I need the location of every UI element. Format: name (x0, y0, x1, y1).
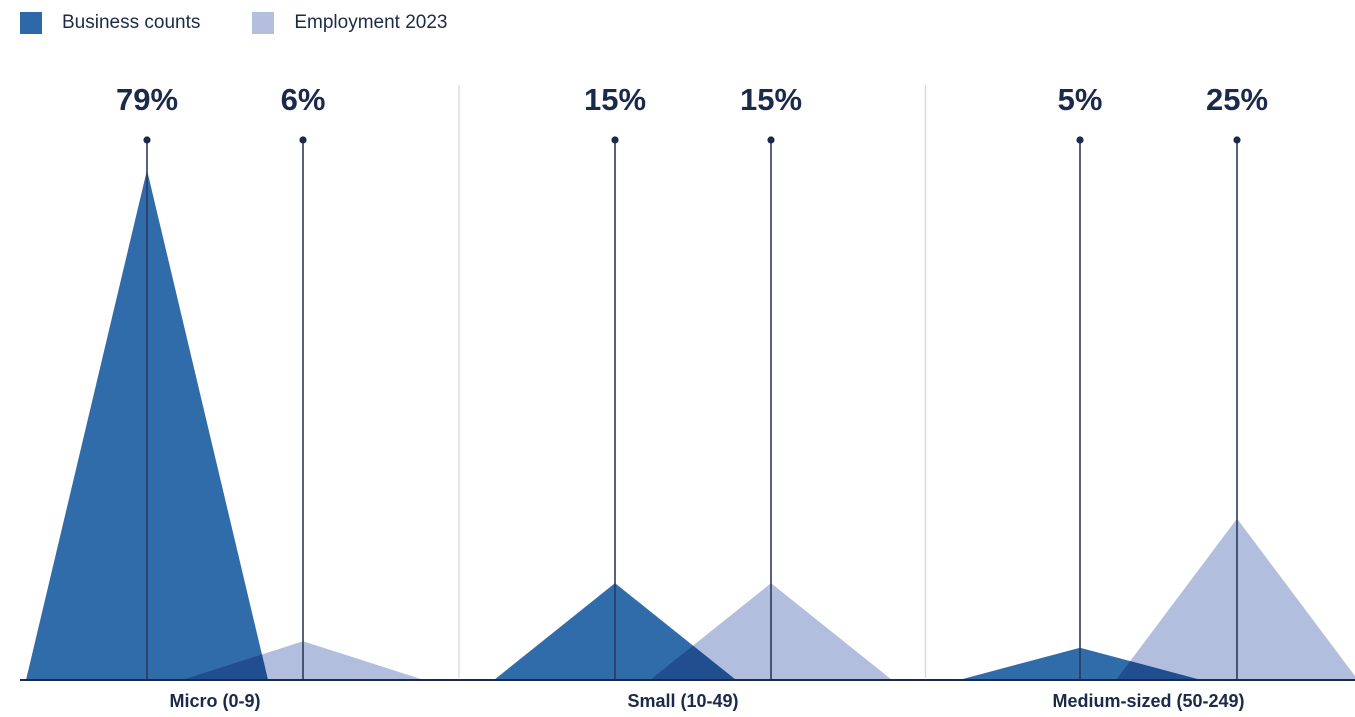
legend-label-business-counts: Business counts (62, 12, 201, 33)
value-label-0-2: 5% (1058, 82, 1103, 117)
value-dot-0-0 (143, 136, 151, 144)
category-label-2: Medium-sized (50-249) (1052, 691, 1244, 711)
category-label-1: Small (10-49) (627, 691, 738, 711)
legend-label-employment-2023: Employment 2023 (294, 12, 448, 33)
overlap-1 (650, 645, 736, 680)
legend-item-employment-2023[interactable]: Employment 2023 (252, 12, 448, 34)
value-dot-1-0 (299, 136, 307, 144)
value-label-1-2: 25% (1206, 82, 1268, 117)
category-label-0: Micro (0-9) (169, 691, 260, 711)
value-dot-1-1 (767, 136, 775, 144)
triangle-employment-2023-2 (1116, 518, 1355, 680)
value-dot-0-1 (611, 136, 619, 144)
value-dot-1-2 (1233, 136, 1241, 144)
legend-swatch-employment-2023 (252, 12, 275, 34)
overlap-2 (1116, 661, 1201, 680)
value-label-1-0: 6% (281, 82, 326, 117)
value-dot-0-2 (1076, 136, 1084, 144)
legend-swatch-business-counts (20, 12, 42, 34)
legend: Business counts Employment 2023 (20, 12, 500, 34)
value-label-1-1: 15% (740, 82, 802, 117)
overlap-0 (182, 654, 268, 680)
value-label-0-1: 15% (584, 82, 646, 117)
legend-item-business-counts[interactable]: Business counts (20, 12, 200, 34)
value-label-0-0: 79% (116, 82, 178, 117)
